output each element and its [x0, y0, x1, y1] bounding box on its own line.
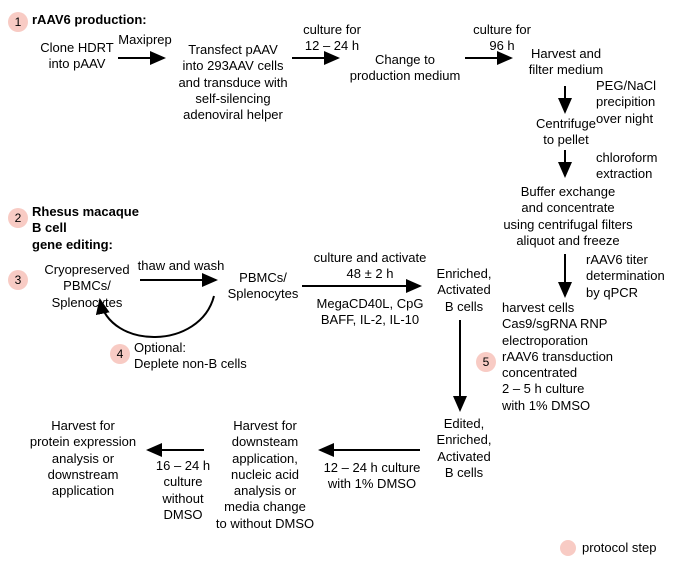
s2-step4: Edited,Enriched,ActivatedB cells — [424, 416, 504, 481]
s2-step6: Harvest forprotein expressionanalysis or… — [18, 418, 148, 499]
s1-step5: Centrifugeto pellet — [516, 116, 616, 149]
s1-arrow6-label: rAAV6 titerdeterminationby qPCR — [586, 252, 696, 301]
section1-title: rAAV6 production: — [32, 12, 232, 28]
s2-arrow4-label: 12 – 24 h culturewith 1% DMSO — [312, 460, 432, 493]
s2-step2: PBMCs/Splenocytes — [218, 270, 308, 303]
step-marker-3: 3 — [8, 270, 28, 290]
s2-step5: Harvest fordownsteamapplication,nucleic … — [210, 418, 320, 532]
step-marker-5: 5 — [476, 352, 496, 372]
s1-arrow2-label: culture for12 – 24 h — [292, 22, 372, 55]
s2-arrow5-label: 16 – 24 hculturewithoutDMSO — [148, 458, 218, 523]
s2-step3: Enriched,ActivatedB cells — [424, 266, 504, 315]
s1-step2: Transfect pAAVinto 293AAV cellsand trans… — [168, 42, 298, 123]
s2-arrow3-label: harvest cellsCas9/sgRNA RNPelectroporati… — [502, 300, 662, 414]
s2-arrow2-bottom: MegaCD40L, CpGBAFF, IL-2, IL-10 — [300, 296, 440, 329]
step-marker-4: 4 — [110, 344, 130, 364]
s1-arrow5-label: chloroformextraction — [596, 150, 696, 183]
step-marker-2: 2 — [8, 208, 28, 228]
s2-arrow2-top: culture and activate48 ± 2 h — [300, 250, 440, 283]
step-marker-1-label: 1 — [15, 15, 22, 29]
section2-title: Rhesus macaqueB cellgene editing: — [32, 204, 192, 253]
s1-step3: Change toproduction medium — [340, 52, 470, 85]
s2-optional: Optional:Deplete non-B cells — [134, 340, 294, 373]
step-marker-1: 1 — [8, 12, 28, 32]
legend-dot — [560, 540, 576, 556]
step-marker-2-label: 2 — [15, 211, 22, 225]
s1-step6: Buffer exchangeand concentrateusing cent… — [478, 184, 658, 249]
legend-label: protocol step — [582, 540, 692, 556]
step-marker-4-label: 4 — [117, 347, 124, 361]
s1-step4: Harvest andfilter medium — [516, 46, 616, 79]
s1-step1: Clone HDRTinto pAAV — [32, 40, 122, 73]
step-marker-5-label: 5 — [483, 355, 490, 369]
step-marker-3-label: 3 — [15, 273, 22, 287]
